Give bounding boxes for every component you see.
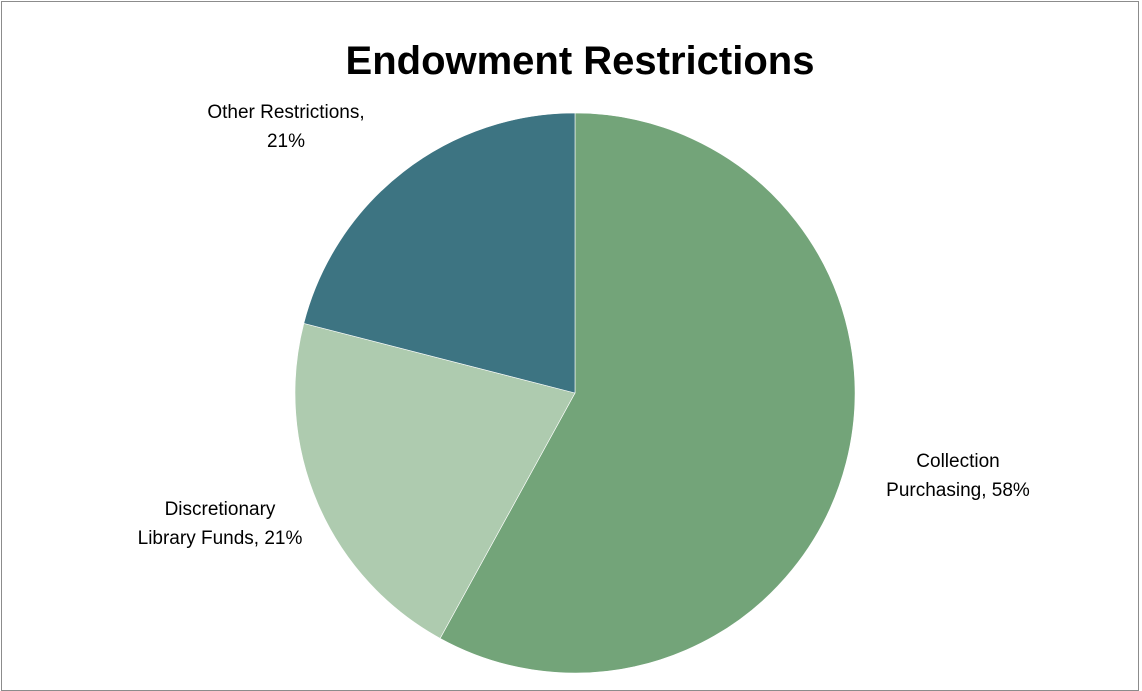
chart-title: Endowment Restrictions [345,39,815,83]
slice-label-line: Purchasing, 58% [886,480,1030,501]
slice-label-line: Discretionary [164,499,276,520]
pie-slices [294,112,856,674]
pie-slice-other-restrictions [303,112,576,394]
slice-label-line: Other Restrictions, [207,102,365,123]
slice-label-line: Collection [916,451,1000,472]
slice-label-other-restrictions: Other Restrictions, 21% [146,98,426,156]
slice-label-collection-purchasing: Collection Purchasing, 58% [858,447,1058,505]
slice-label-discretionary-library-funds: Discretionary Library Funds, 21% [95,495,345,553]
pie-slice-collection-purchasing [439,112,856,674]
slice-label-line: Library Funds, 21% [137,528,303,549]
pie-slice-discretionary-library-funds [294,323,576,639]
slice-label-line: 21% [266,131,306,152]
